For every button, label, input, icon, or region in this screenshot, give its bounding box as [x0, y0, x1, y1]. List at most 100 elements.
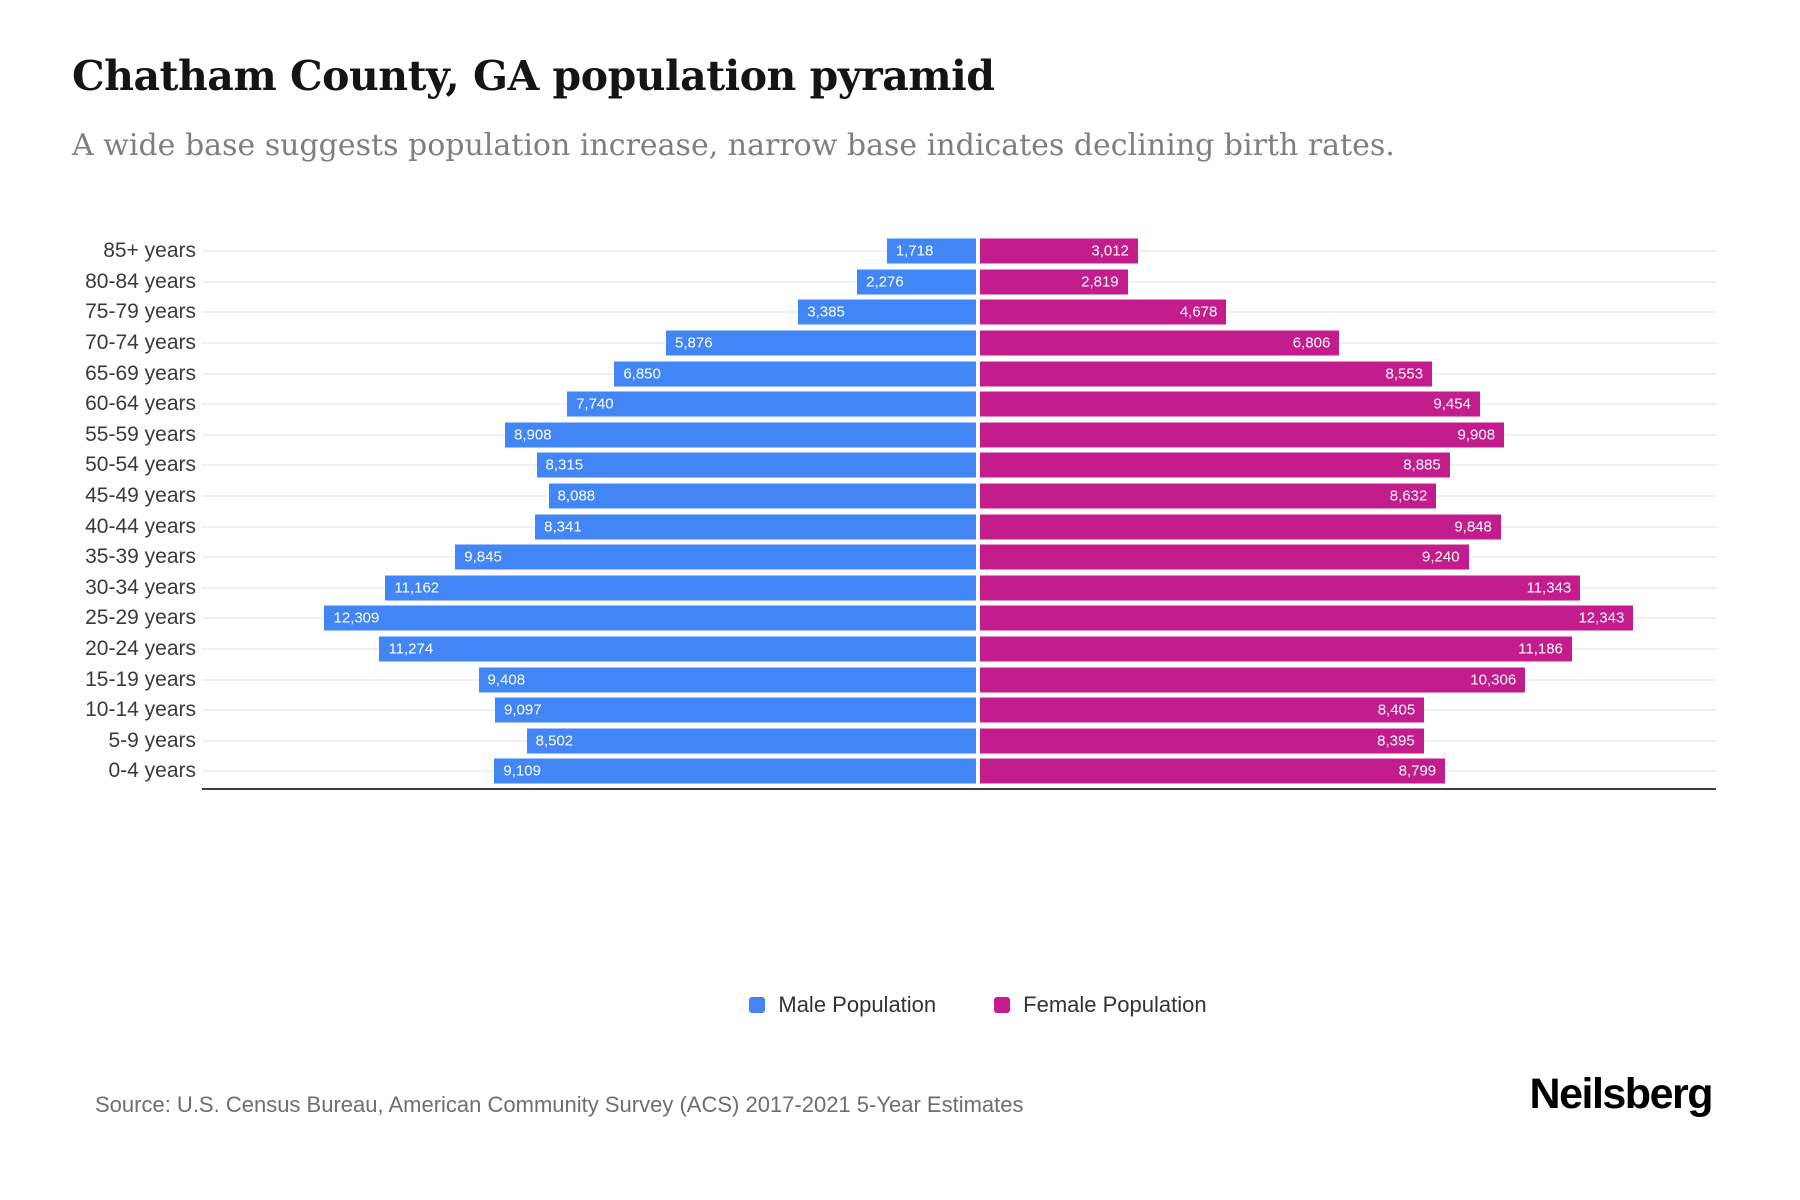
female-bar[interactable]: 8,885: [978, 452, 1450, 478]
female-value-label: 9,240: [1422, 548, 1460, 566]
row-plot-area: 7,740 9,454: [202, 389, 1716, 420]
female-value-label: 3,012: [1091, 242, 1129, 260]
female-value-label: 8,405: [1377, 701, 1416, 719]
female-value-label: 4,678: [1179, 303, 1218, 321]
male-bar[interactable]: 7,740: [567, 391, 978, 417]
female-half: 4,678: [978, 299, 1716, 325]
row-plot-area: 2,276 2,819: [202, 267, 1716, 298]
male-bar[interactable]: 9,845: [455, 544, 978, 570]
female-bar[interactable]: 6,806: [978, 330, 1340, 356]
female-bar[interactable]: 8,632: [978, 483, 1437, 509]
female-value-label: 6,806: [1292, 334, 1331, 352]
pyramid-row: 40-44 years 8,341 9,848: [0, 511, 1800, 542]
male-half: 12,309: [240, 605, 978, 631]
female-value-label: 8,799: [1398, 762, 1437, 780]
female-half: 11,186: [978, 636, 1716, 662]
male-value-label: 11,162: [394, 579, 440, 597]
male-value-label: 8,502: [535, 732, 574, 750]
row-plot-area: 12,309 12,343: [202, 603, 1716, 634]
male-half: 8,088: [240, 483, 978, 509]
female-bar[interactable]: 8,799: [978, 758, 1446, 784]
female-half: 2,819: [978, 269, 1716, 295]
male-half: 6,850: [240, 361, 978, 387]
pyramid-row: 85+ years 1,718 3,012: [0, 236, 1800, 267]
row-plot-area: 9,097 8,405: [202, 695, 1716, 726]
female-bar[interactable]: 9,240: [978, 544, 1469, 570]
row-plot-area: 8,088 8,632: [202, 481, 1716, 512]
female-value-label: 12,343: [1578, 609, 1625, 627]
pyramid-row: 30-34 years 11,162 11,343: [0, 573, 1800, 604]
pyramid-row: 20-24 years 11,274 11,186: [0, 634, 1800, 665]
age-group-label: 70-74 years: [85, 331, 196, 355]
row-plot-area: 8,315 8,885: [202, 450, 1716, 481]
age-group-label: 50-54 years: [85, 453, 196, 477]
female-bar[interactable]: 3,012: [978, 238, 1138, 264]
female-bar[interactable]: 11,343: [978, 575, 1581, 601]
female-bar[interactable]: 2,819: [978, 269, 1128, 295]
male-bar[interactable]: 9,408: [478, 667, 978, 693]
female-bar[interactable]: 8,405: [978, 697, 1425, 723]
male-half: 2,276: [240, 269, 978, 295]
female-bar[interactable]: 10,306: [978, 667, 1526, 693]
female-bar[interactable]: 12,343: [978, 605, 1634, 631]
male-value-label: 11,274: [388, 640, 434, 658]
legend-item[interactable]: Female Population: [994, 992, 1207, 1018]
male-bar[interactable]: 9,109: [494, 758, 978, 784]
female-half: 8,405: [978, 697, 1716, 723]
female-half: 9,908: [978, 422, 1716, 448]
male-bar[interactable]: 2,276: [857, 269, 978, 295]
male-value-label: 8,908: [514, 426, 552, 444]
age-group-label: 15-19 years: [85, 667, 196, 691]
male-bar[interactable]: 1,718: [886, 238, 978, 264]
legend-label: Female Population: [1023, 992, 1207, 1017]
female-bar[interactable]: 11,186: [978, 636, 1572, 662]
age-group-label: 55-59 years: [85, 422, 196, 446]
male-bar[interactable]: 9,097: [495, 697, 978, 723]
female-bar[interactable]: 9,848: [978, 514, 1501, 540]
male-bar[interactable]: 8,908: [505, 422, 978, 448]
female-value-label: 9,454: [1433, 395, 1471, 413]
male-bar[interactable]: 8,502: [526, 728, 978, 754]
female-bar[interactable]: 8,553: [978, 361, 1433, 387]
row-plot-area: 11,162 11,343: [202, 573, 1716, 604]
male-bar[interactable]: 8,315: [536, 452, 978, 478]
male-bar[interactable]: 3,385: [798, 299, 978, 325]
age-group-label: 30-34 years: [85, 575, 196, 599]
pyramid-row: 35-39 years 9,845 9,240: [0, 542, 1800, 573]
male-half: 8,908: [240, 422, 978, 448]
male-value-label: 8,315: [545, 456, 584, 474]
male-bar[interactable]: 12,309: [324, 605, 978, 631]
male-half: 9,845: [240, 544, 978, 570]
female-bar[interactable]: 4,678: [978, 299, 1227, 325]
female-bar[interactable]: 8,395: [978, 728, 1424, 754]
age-group-label: 80-84 years: [85, 269, 196, 293]
age-group-label: 20-24 years: [85, 637, 196, 661]
pyramid-row: 15-19 years 9,408 10,306: [0, 664, 1800, 695]
male-bar[interactable]: 5,876: [666, 330, 978, 356]
female-half: 10,306: [978, 667, 1716, 693]
row-plot-area: 8,502 8,395: [202, 726, 1716, 757]
male-bar[interactable]: 8,341: [535, 514, 978, 540]
female-value-label: 8,553: [1385, 365, 1424, 383]
female-value-label: 11,186: [1518, 640, 1563, 658]
pyramid-row: 5-9 years 8,502 8,395: [0, 726, 1800, 757]
male-bar[interactable]: 6,850: [614, 361, 978, 387]
male-bar[interactable]: 11,274: [379, 636, 978, 662]
female-half: 12,343: [978, 605, 1716, 631]
legend-item[interactable]: Male Population: [749, 992, 936, 1018]
male-bar[interactable]: 11,162: [385, 575, 978, 601]
female-bar[interactable]: 9,908: [978, 422, 1505, 448]
female-bar[interactable]: 9,454: [978, 391, 1480, 417]
male-half: 11,274: [240, 636, 978, 662]
male-value-label: 9,845: [464, 548, 502, 566]
male-bar[interactable]: 8,088: [548, 483, 978, 509]
female-value-label: 8,395: [1377, 732, 1415, 750]
source-note: Source: U.S. Census Bureau, American Com…: [95, 1092, 1024, 1117]
female-half: 11,343: [978, 575, 1716, 601]
row-plot-area: 3,385 4,678: [202, 297, 1716, 328]
male-half: 1,718: [240, 238, 978, 264]
row-plot-area: 5,876 6,806: [202, 328, 1716, 359]
row-plot-area: 1,718 3,012: [202, 236, 1716, 267]
x-axis-line: [202, 788, 1716, 790]
legend-swatch: [994, 997, 1011, 1013]
